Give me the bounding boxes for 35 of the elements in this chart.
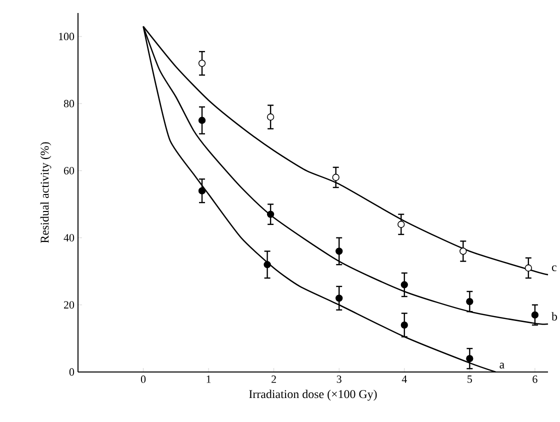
point (266, 210, 274, 218)
x-tick-label: 3 (336, 376, 342, 383)
point (531, 311, 539, 319)
y-axis-title: Residual activity (%) (40, 142, 52, 243)
point (466, 298, 474, 306)
point (198, 187, 206, 194)
series-label: c (552, 265, 556, 272)
y-tick-label: 20 (64, 301, 74, 309)
x-tick-label: 5 (468, 376, 472, 383)
point (466, 354, 474, 362)
point (198, 116, 206, 124)
point (400, 281, 408, 288)
series-label: b (552, 312, 558, 320)
y-tick-label: 60 (64, 167, 74, 174)
x-tick-label: 0 (140, 376, 146, 383)
point (198, 60, 206, 67)
x-tick-label: 4 (402, 376, 407, 383)
series-label: a (500, 362, 504, 368)
point (400, 321, 408, 329)
x-tick-label: 2 (272, 376, 276, 383)
point (264, 261, 271, 268)
x-tick-label: 1 (206, 376, 211, 383)
point (332, 174, 340, 181)
point (336, 294, 343, 302)
y-tick-label: 80 (64, 100, 74, 108)
y-tick-label: 0 (69, 368, 74, 376)
y-tick-label: 100 (59, 32, 74, 40)
point (460, 248, 467, 255)
point (266, 113, 274, 121)
point (336, 248, 343, 255)
point (524, 264, 532, 272)
y-tick-label: 40 (64, 234, 74, 242)
x-tick-label: 6 (532, 376, 538, 383)
x-axis-title: Irradiation dose (×100 Gy) (249, 390, 377, 401)
point (398, 220, 405, 228)
